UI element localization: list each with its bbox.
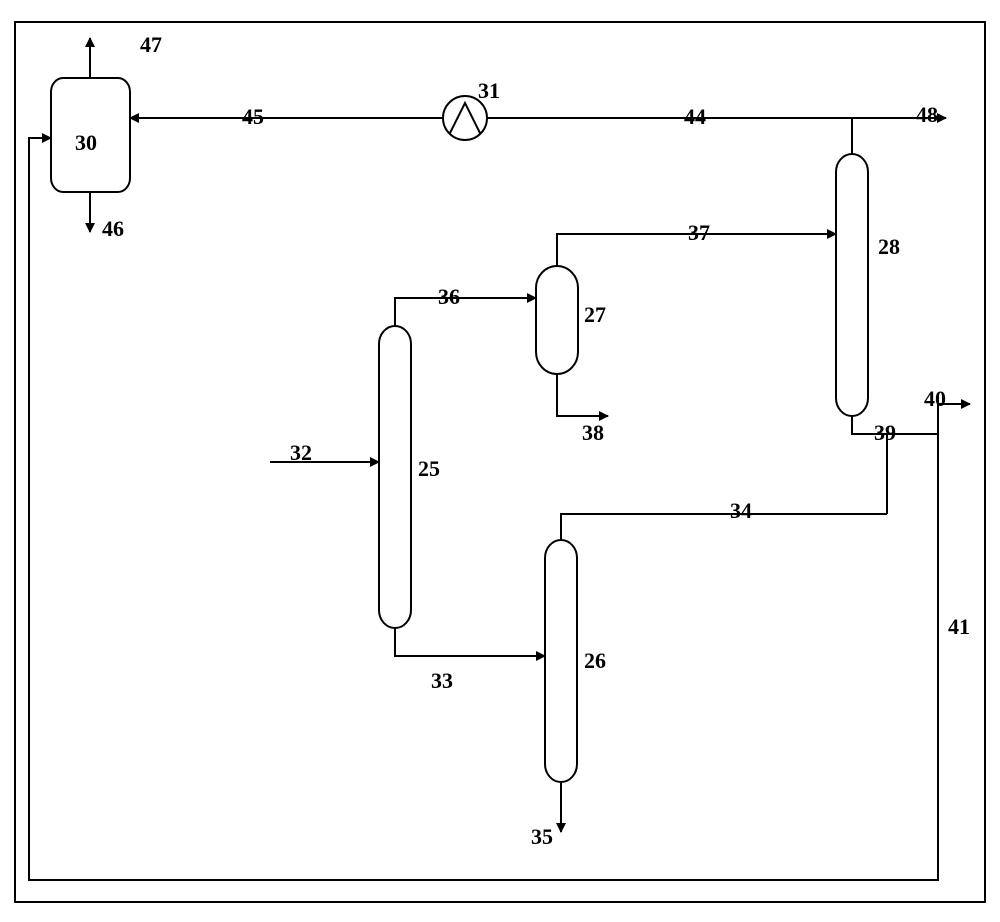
label-35: 35 bbox=[531, 824, 553, 850]
vessel-27 bbox=[536, 266, 578, 374]
label-27: 27 bbox=[584, 302, 606, 328]
label-45: 45 bbox=[242, 104, 264, 130]
label-30: 30 bbox=[75, 130, 97, 156]
label-37: 37 bbox=[688, 220, 710, 246]
vessel-25 bbox=[379, 326, 411, 628]
label-38: 38 bbox=[582, 420, 604, 446]
label-25: 25 bbox=[418, 456, 440, 482]
stream-34 bbox=[561, 514, 887, 540]
vessel-28 bbox=[836, 154, 868, 416]
label-32: 32 bbox=[290, 440, 312, 466]
label-46: 46 bbox=[102, 216, 124, 242]
label-28: 28 bbox=[878, 234, 900, 260]
label-34: 34 bbox=[730, 498, 752, 524]
label-47: 47 bbox=[140, 32, 162, 58]
label-41: 41 bbox=[948, 614, 970, 640]
process-flow-diagram: .s { stroke: var(--stroke); stroke-width… bbox=[0, 0, 1000, 922]
stream-41 bbox=[29, 138, 938, 880]
label-33: 33 bbox=[431, 668, 453, 694]
stream-33 bbox=[395, 628, 545, 656]
label-39: 39 bbox=[874, 420, 896, 446]
diagram-frame bbox=[15, 22, 985, 902]
label-44: 44 bbox=[684, 104, 706, 130]
stream-36 bbox=[395, 298, 536, 326]
vessel-26 bbox=[545, 540, 577, 782]
label-26: 26 bbox=[584, 648, 606, 674]
label-40: 40 bbox=[924, 386, 946, 412]
label-48: 48 bbox=[916, 102, 938, 128]
label-36: 36 bbox=[438, 284, 460, 310]
stream-38 bbox=[557, 374, 608, 416]
label-31: 31 bbox=[478, 78, 500, 104]
